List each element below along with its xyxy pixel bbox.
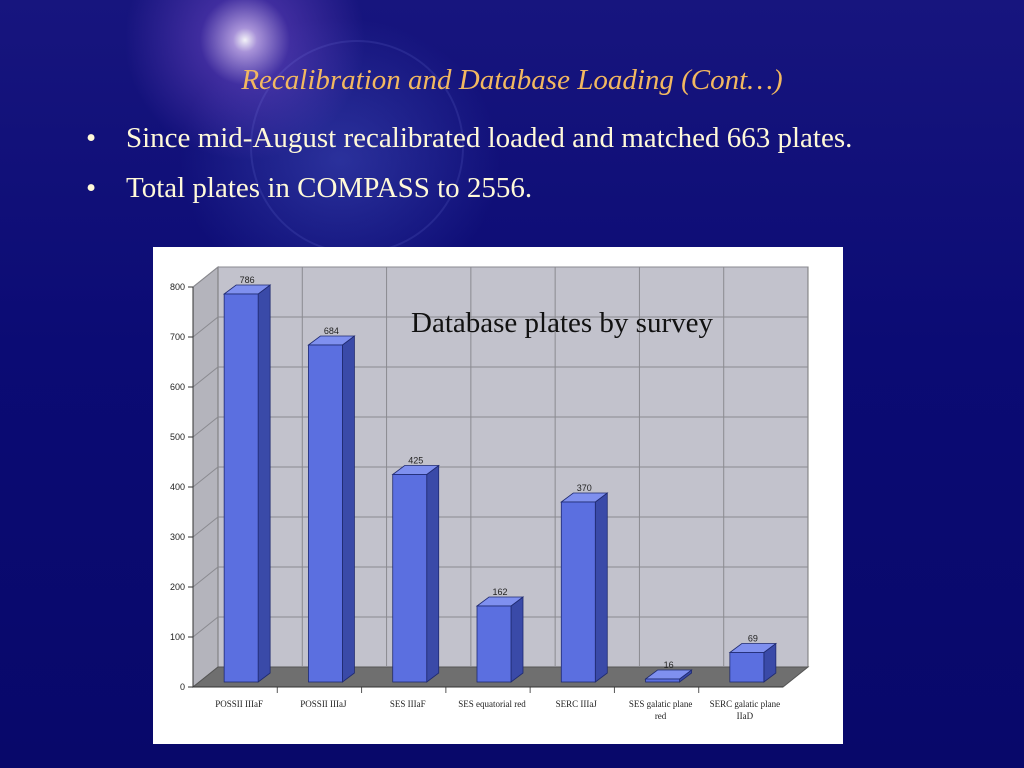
bullet-text: Total plates in COMPASS to 2556. <box>126 172 533 204</box>
bar-side <box>426 464 440 683</box>
bar-side <box>257 284 271 683</box>
y-tick-label: 200 <box>170 582 185 592</box>
bullet-list: • Since mid-August recalibrated loaded a… <box>86 118 906 218</box>
slide-title: Recalibration and Database Loading (Cont… <box>241 64 783 96</box>
gridline <box>192 566 808 588</box>
bullet-item: • Total plates in COMPASS to 2556. <box>86 168 906 208</box>
bar-side <box>342 335 355 683</box>
chart-panel: 0 100 200 300 400 500 600 700 800 786 POSSII IIIaF… <box>153 247 843 744</box>
bullet-dot: • <box>86 122 97 154</box>
y-tick-label: 700 <box>170 332 185 342</box>
gridline <box>192 516 808 538</box>
bar-value-label: 16 <box>664 660 674 670</box>
x-tick-label: SES equatorial red <box>458 699 526 709</box>
bar-value-label: 162 <box>492 587 507 597</box>
y-tick-label: 800 <box>170 282 185 292</box>
y-tick-label: 0 <box>180 682 185 692</box>
bar <box>560 501 596 683</box>
bar <box>645 678 680 683</box>
x-tick-label: POSSII IIIaF <box>215 699 263 709</box>
bar-chart: 0 100 200 300 400 500 600 700 800 786 POSSII IIIaF… <box>170 265 810 721</box>
bar <box>729 652 765 683</box>
y-tick-label: 500 <box>170 432 185 442</box>
gridline <box>192 366 808 388</box>
y-tick-label: 300 <box>170 532 185 542</box>
gridline <box>192 416 808 438</box>
bar-value-label: 425 <box>408 456 423 466</box>
x-tick-label: IIaD <box>737 711 754 721</box>
bar-value-label: 370 <box>577 483 592 493</box>
bar-value-label: 684 <box>324 326 339 336</box>
bar <box>392 474 428 683</box>
x-tick-label: SERC galatic plane <box>710 699 780 709</box>
y-tick-label: 100 <box>170 632 185 642</box>
y-tick-label: 400 <box>170 482 185 492</box>
bar-value-label: 69 <box>748 634 758 644</box>
gridline <box>192 266 808 288</box>
bar-side <box>510 596 524 683</box>
x-tick-label: SERC IIIaJ <box>556 699 598 709</box>
gridline <box>192 316 808 338</box>
x-tick-label: POSSII IIIaJ <box>300 699 347 709</box>
gridline <box>192 616 808 638</box>
x-tick-label: SES galatic plane <box>629 699 692 709</box>
gridline <box>192 466 808 488</box>
bar <box>308 344 343 683</box>
bullet-item: • Since mid-August recalibrated loaded a… <box>86 118 906 158</box>
bullet-dot: • <box>86 172 97 204</box>
bar-side <box>594 492 608 683</box>
bar <box>223 293 259 683</box>
y-tick-label: 600 <box>170 382 185 392</box>
bullet-text: Since mid-August recalibrated loaded and… <box>126 122 853 154</box>
bar <box>476 605 512 683</box>
x-tick-label: SES IIIaF <box>390 699 426 709</box>
x-tick-label: red <box>655 711 667 721</box>
bar-value-label: 786 <box>240 275 255 285</box>
chart-title: Database plates by survey <box>411 307 713 339</box>
